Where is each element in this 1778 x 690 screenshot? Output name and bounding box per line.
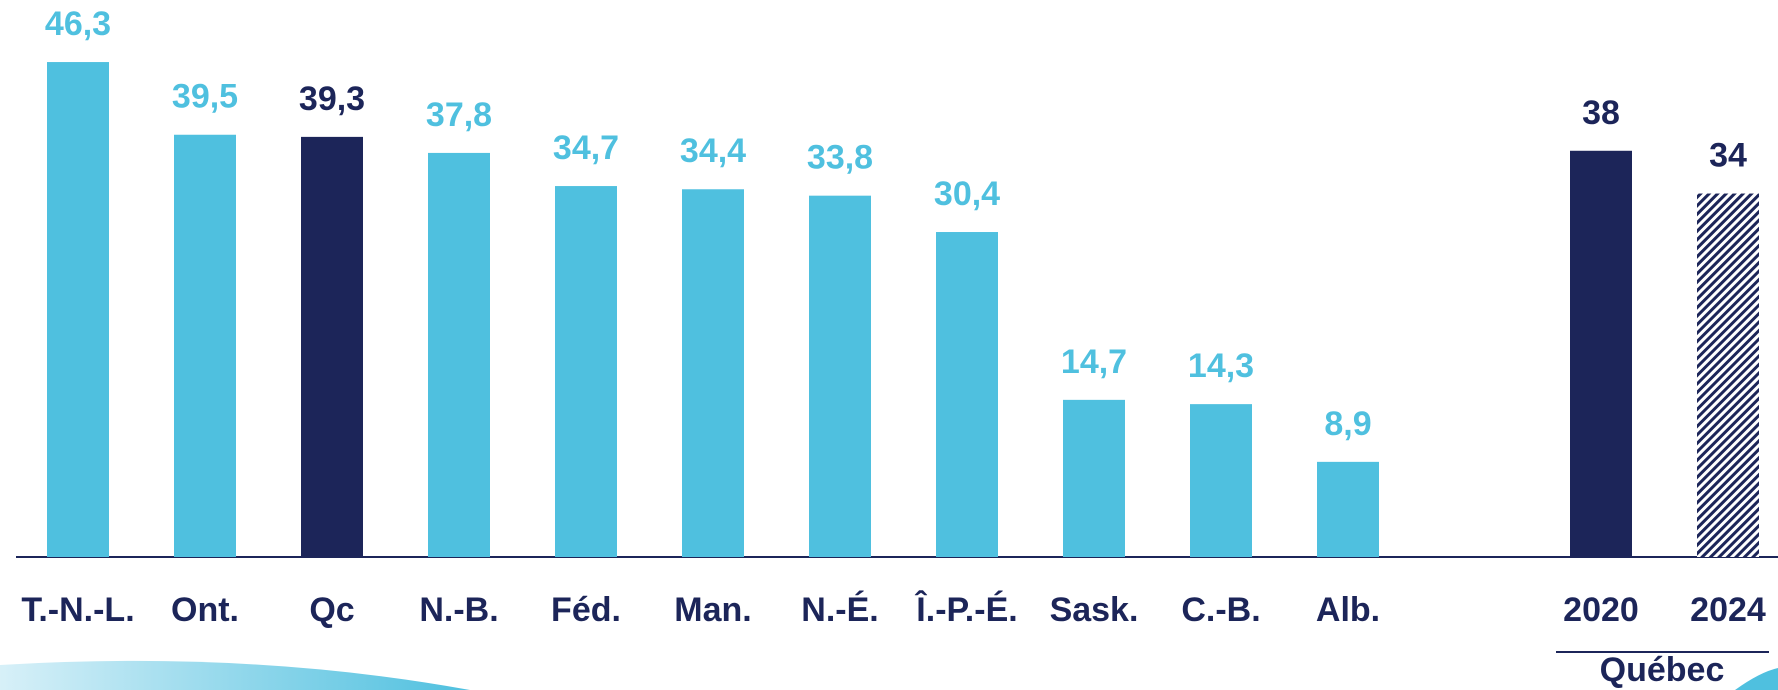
value-label: 14,7 [1061, 343, 1127, 381]
x-tick-label: 2020 [1563, 591, 1639, 629]
value-label: 34,7 [553, 129, 619, 167]
value-label: 30,4 [934, 175, 1000, 213]
bar [936, 232, 998, 558]
value-label: 39,3 [299, 80, 365, 118]
x-tick-label: Alb. [1316, 591, 1380, 629]
bar [1190, 404, 1252, 557]
bar [555, 186, 617, 557]
x-tick-label: N.-É. [801, 591, 878, 629]
value-label: 34 [1709, 137, 1747, 175]
bar [1570, 150, 1632, 557]
x-tick-label: Sask. [1050, 591, 1139, 629]
x-tick-label: Ont. [171, 591, 239, 629]
bar [47, 62, 109, 557]
value-label: 8,9 [1324, 405, 1371, 443]
bar [809, 195, 871, 558]
decoration [0, 660, 470, 690]
x-tick-label: C.-B. [1181, 591, 1260, 629]
bar [1697, 193, 1759, 558]
bar [682, 189, 744, 557]
value-label: 38 [1582, 94, 1620, 132]
x-tick-label: Qc [309, 591, 354, 629]
value-label: 46,3 [45, 5, 111, 43]
value-label: 34,4 [680, 132, 746, 170]
x-tick-label: T.-N.-L. [21, 591, 134, 629]
value-label: 39,5 [172, 78, 238, 116]
value-label: 14,3 [1188, 347, 1254, 385]
value-label: 33,8 [807, 139, 873, 177]
x-tick-label: Man. [674, 591, 751, 629]
bar [174, 134, 236, 557]
group-label: Québec [1600, 651, 1725, 689]
bar [301, 136, 363, 557]
value-label: 37,8 [426, 96, 492, 134]
bar [428, 152, 490, 557]
bar [1317, 461, 1379, 557]
x-tick-label: Féd. [551, 591, 621, 629]
x-tick-label: 2024 [1690, 591, 1766, 629]
x-tick-label: Î.-P.-É. [914, 591, 1017, 629]
bar [1063, 399, 1125, 557]
decoration [1735, 668, 1778, 690]
x-tick-label: N.-B. [419, 591, 498, 629]
